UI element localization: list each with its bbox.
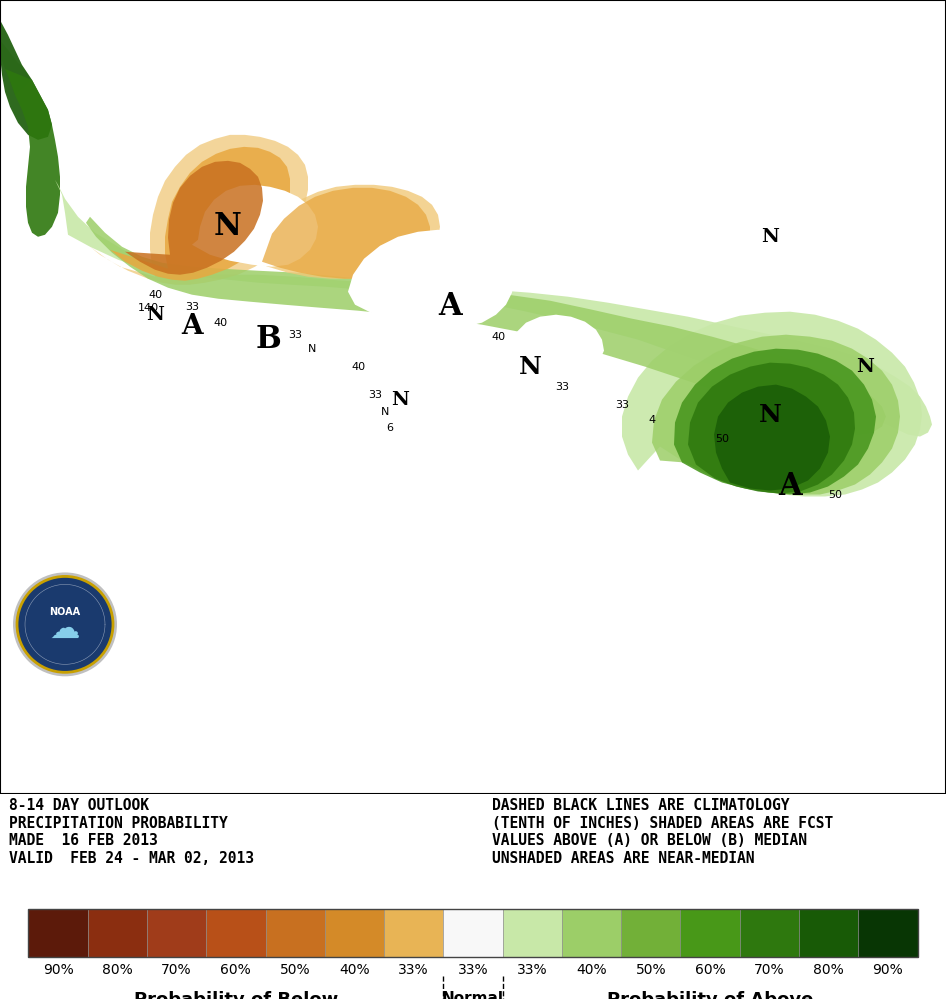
- Polygon shape: [652, 335, 900, 495]
- Text: A: A: [438, 291, 462, 323]
- FancyBboxPatch shape: [28, 909, 88, 957]
- Text: 33: 33: [555, 382, 569, 392]
- FancyBboxPatch shape: [799, 909, 858, 957]
- Circle shape: [17, 576, 113, 672]
- Text: N: N: [856, 358, 874, 376]
- Polygon shape: [0, 40, 32, 95]
- FancyBboxPatch shape: [384, 909, 444, 957]
- Text: 50%: 50%: [280, 963, 310, 977]
- Polygon shape: [86, 217, 886, 435]
- Text: 40: 40: [491, 332, 505, 342]
- FancyBboxPatch shape: [147, 909, 206, 957]
- Text: 33%: 33%: [517, 963, 548, 977]
- Polygon shape: [512, 315, 604, 370]
- Text: A: A: [182, 313, 202, 341]
- Polygon shape: [714, 385, 830, 491]
- Text: 33%: 33%: [458, 963, 488, 977]
- Text: 60%: 60%: [694, 963, 726, 977]
- Polygon shape: [0, 20, 52, 140]
- Text: DASHED BLACK LINES ARE CLIMATOLOGY
(TENTH OF INCHES) SHADED AREAS ARE FCST
VALUE: DASHED BLACK LINES ARE CLIMATOLOGY (TENT…: [492, 798, 833, 866]
- Text: NOAA: NOAA: [49, 607, 80, 617]
- FancyBboxPatch shape: [622, 909, 680, 957]
- Polygon shape: [5, 69, 60, 237]
- Polygon shape: [688, 363, 855, 494]
- Text: N: N: [762, 228, 779, 246]
- Text: ☁: ☁: [50, 614, 80, 644]
- Polygon shape: [192, 185, 318, 267]
- Text: N: N: [307, 344, 316, 354]
- Text: 50%: 50%: [636, 963, 666, 977]
- Text: N: N: [391, 391, 409, 409]
- FancyBboxPatch shape: [502, 909, 562, 957]
- FancyBboxPatch shape: [562, 909, 622, 957]
- Text: 90%: 90%: [43, 963, 74, 977]
- Text: 50: 50: [828, 490, 842, 500]
- Text: Probability of Above: Probability of Above: [607, 991, 814, 999]
- Polygon shape: [674, 349, 876, 495]
- FancyBboxPatch shape: [324, 909, 384, 957]
- Text: 70%: 70%: [754, 963, 785, 977]
- Text: 90%: 90%: [872, 963, 903, 977]
- Polygon shape: [55, 180, 932, 437]
- Polygon shape: [348, 230, 514, 329]
- Text: N: N: [759, 403, 781, 427]
- Text: Normal: Normal: [442, 991, 504, 999]
- FancyBboxPatch shape: [266, 909, 324, 957]
- Text: 40: 40: [213, 318, 227, 328]
- Text: 40: 40: [351, 362, 365, 372]
- Text: Probability of Below: Probability of Below: [133, 991, 338, 999]
- Text: 140: 140: [137, 303, 159, 313]
- Text: 50: 50: [715, 434, 729, 444]
- Text: B: B: [255, 324, 281, 356]
- Polygon shape: [622, 312, 922, 497]
- FancyBboxPatch shape: [740, 909, 799, 957]
- Text: 80%: 80%: [102, 963, 132, 977]
- Polygon shape: [110, 147, 290, 281]
- Text: N: N: [381, 407, 389, 417]
- FancyBboxPatch shape: [206, 909, 266, 957]
- Text: 8-14 DAY OUTLOOK
PRECIPITATION PROBABILITY
MADE  16 FEB 2013
VALID  FEB 24 - MAR: 8-14 DAY OUTLOOK PRECIPITATION PROBABILI…: [9, 798, 254, 866]
- Circle shape: [13, 572, 117, 676]
- Text: 40%: 40%: [339, 963, 370, 977]
- Text: 6: 6: [387, 423, 394, 433]
- Text: N: N: [214, 211, 242, 243]
- Text: 33: 33: [185, 302, 199, 312]
- FancyBboxPatch shape: [444, 909, 502, 957]
- FancyBboxPatch shape: [680, 909, 740, 957]
- Text: A: A: [779, 471, 802, 502]
- Text: 40: 40: [148, 290, 162, 300]
- Text: 33%: 33%: [398, 963, 429, 977]
- Polygon shape: [262, 188, 430, 279]
- Text: N: N: [518, 355, 541, 379]
- Polygon shape: [125, 161, 263, 275]
- Text: N: N: [146, 306, 164, 324]
- Text: 4: 4: [648, 415, 656, 425]
- Text: 33: 33: [288, 330, 302, 340]
- Text: 80%: 80%: [814, 963, 844, 977]
- FancyBboxPatch shape: [88, 909, 147, 957]
- Text: 60%: 60%: [220, 963, 252, 977]
- Text: 40%: 40%: [576, 963, 607, 977]
- Text: 33: 33: [368, 390, 382, 400]
- FancyBboxPatch shape: [858, 909, 918, 957]
- Text: 70%: 70%: [161, 963, 192, 977]
- Polygon shape: [248, 185, 440, 279]
- Text: 33: 33: [615, 400, 629, 410]
- Polygon shape: [90, 135, 308, 285]
